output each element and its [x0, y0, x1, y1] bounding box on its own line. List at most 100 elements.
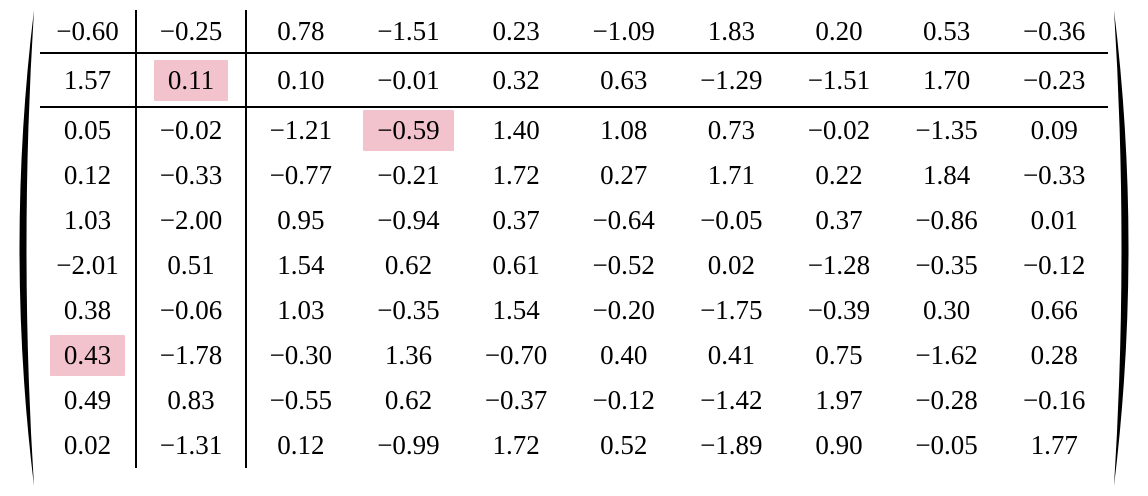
matrix-cell: 0.28 [1000, 333, 1108, 378]
matrix-cell: −1.89 [678, 423, 786, 468]
matrix-cell: −1.29 [677, 54, 786, 108]
matrix-cell: −0.02 [137, 108, 247, 153]
matrix-value: 1.54 [277, 250, 325, 280]
matrix-value: −0.01 [377, 64, 440, 95]
matrix-value: 1.77 [1030, 430, 1078, 460]
matrix-cell: 0.27 [570, 153, 678, 198]
matrix-cell: −1.42 [678, 378, 786, 423]
matrix-value: −0.77 [269, 160, 333, 190]
matrix-value: −1.62 [915, 340, 978, 370]
matrix-cell: −1.51 [785, 54, 893, 108]
matrix-value: 0.41 [707, 340, 755, 370]
matrix-value: 1.03 [63, 205, 112, 235]
matrix-value: 0.75 [815, 340, 863, 370]
matrix-cell: 0.01 [1000, 198, 1108, 243]
matrix-value: 0.53 [922, 15, 971, 46]
matrix-cell: 0.12 [40, 153, 137, 198]
matrix-cell: 0.43 [40, 333, 137, 378]
matrix-cell: −0.01 [354, 54, 463, 108]
matrix-value: 0.30 [922, 295, 971, 325]
matrix-cell: −0.05 [678, 198, 786, 243]
matrix-cell: 0.75 [785, 333, 893, 378]
matrix-value: −0.99 [377, 430, 440, 460]
matrix-cell: −1.35 [893, 108, 1001, 153]
matrix-value: −0.35 [377, 295, 440, 325]
matrix-cell: 1.84 [893, 153, 1001, 198]
matrix-value: 0.20 [815, 15, 863, 46]
matrix-cell: −0.12 [1000, 243, 1108, 288]
matrix-value: −1.28 [807, 250, 871, 280]
matrix-cell: −0.86 [893, 198, 1001, 243]
matrix-value: −2.01 [56, 250, 119, 280]
matrix-value: −0.60 [56, 15, 119, 46]
matrix-cell: 0.41 [678, 333, 786, 378]
matrix-cell: −0.28 [893, 378, 1001, 423]
matrix-cell: 1.70 [892, 54, 1001, 108]
matrix-cell: −0.35 [893, 243, 1001, 288]
matrix-cell: −1.31 [137, 423, 247, 468]
matrix-cell: −0.59 [355, 108, 463, 153]
matrix-cell: 0.51 [137, 243, 247, 288]
matrix-value: 1.84 [922, 160, 971, 190]
matrix-cell: −0.94 [355, 198, 463, 243]
matrix-cell: 0.40 [570, 333, 678, 378]
matrix-cell: 0.53 [892, 10, 1001, 54]
matrix-cell: 0.20 [785, 10, 893, 54]
matrix-value: −0.64 [592, 205, 655, 235]
matrix-cell: −0.77 [247, 153, 355, 198]
matrix-value: −1.35 [915, 115, 978, 145]
matrix-value: −0.52 [592, 250, 655, 280]
matrix-cell: −1.09 [569, 10, 678, 54]
matrix-value-highlighted: 0.43 [49, 335, 126, 376]
matrix-cell: 0.37 [785, 198, 893, 243]
matrix-value: −0.06 [159, 295, 223, 325]
matrix-cell: −0.39 [785, 288, 893, 333]
matrix-value: −1.29 [700, 64, 763, 95]
matrix-value: −1.51 [807, 64, 871, 95]
matrix-value: −1.31 [159, 430, 223, 460]
matrix-value: −0.05 [915, 430, 978, 460]
matrix-cell: −2.00 [137, 198, 247, 243]
matrix-cell: 0.52 [570, 423, 678, 468]
matrix-cell: −0.16 [1000, 378, 1108, 423]
matrix-value: 0.83 [167, 385, 215, 415]
matrix-cell: −0.64 [570, 198, 678, 243]
matrix-cell: 1.77 [1000, 423, 1108, 468]
matrix-value: 0.73 [707, 115, 755, 145]
matrix-value: 1.08 [600, 115, 648, 145]
matrix-value: −1.09 [592, 15, 655, 46]
matrix-cell: 1.08 [570, 108, 678, 153]
matrix-value: −0.86 [915, 205, 978, 235]
matrix-cell: 0.62 [355, 378, 463, 423]
matrix-cell: 0.95 [247, 198, 355, 243]
matrix-cell: 0.09 [1000, 108, 1108, 153]
matrix-value: −1.42 [700, 385, 763, 415]
matrix-value: 0.37 [815, 205, 863, 235]
matrix-value: −0.02 [807, 115, 871, 145]
matrix-cell: 0.61 [462, 243, 570, 288]
matrix-cell: 0.62 [355, 243, 463, 288]
matrix-value: 0.01 [1030, 205, 1078, 235]
matrix-value: 0.37 [492, 205, 540, 235]
matrix-cell: −0.55 [247, 378, 355, 423]
matrix-cell: −0.06 [137, 288, 247, 333]
matrix-grid: −0.60 −0.25 0.78 −1.51 0.23 −1.09 1.83 0.20 0.53… [40, 0, 1108, 496]
matrix-cell: −1.21 [247, 108, 355, 153]
matrix-value: 1.97 [815, 385, 863, 415]
matrix-cell: −0.33 [137, 153, 247, 198]
matrix-cell: 1.71 [678, 153, 786, 198]
matrix-cell: −0.70 [462, 333, 570, 378]
matrix-value: −0.05 [700, 205, 763, 235]
matrix-cell: 0.38 [40, 288, 137, 333]
matrix-value: 0.61 [492, 250, 540, 280]
matrix-cell: −0.33 [1000, 153, 1108, 198]
matrix-value: −0.70 [484, 340, 548, 370]
matrix-value: 0.27 [600, 160, 648, 190]
matrix-value: −0.20 [592, 295, 655, 325]
matrix-value: 1.03 [277, 295, 325, 325]
matrix-cell: 0.78 [247, 10, 355, 54]
matrix-cell: −0.02 [785, 108, 893, 153]
matrix-cell: 1.72 [462, 423, 570, 468]
matrix-value: −0.39 [807, 295, 871, 325]
